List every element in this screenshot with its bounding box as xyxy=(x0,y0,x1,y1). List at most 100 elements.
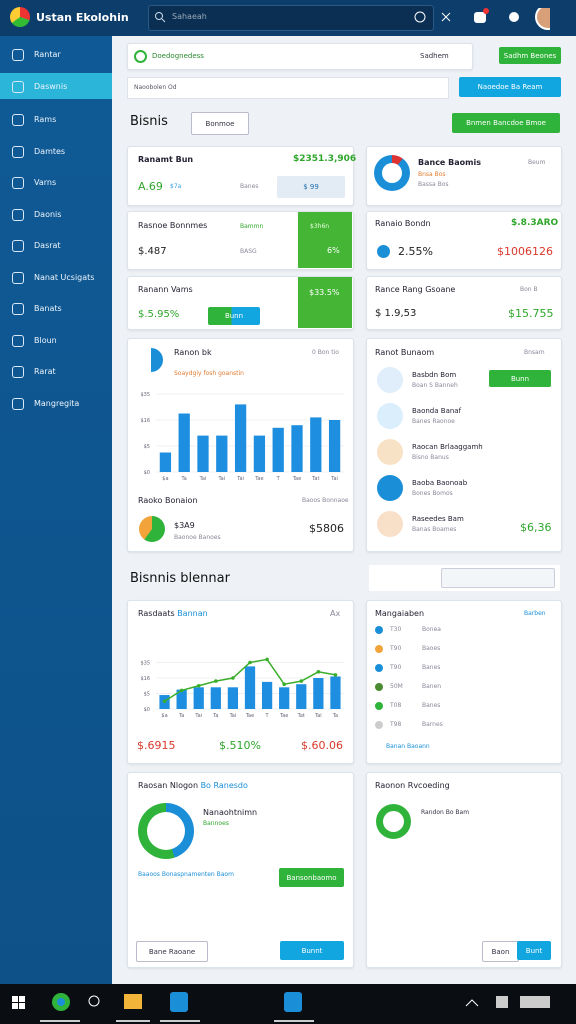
filter-icon xyxy=(134,50,147,63)
nav-icon xyxy=(12,397,24,410)
search-box[interactable] xyxy=(148,5,434,31)
list-sub: Banas Boames xyxy=(412,526,457,533)
x-tick-label: Tai xyxy=(229,713,237,719)
line-point xyxy=(248,660,252,665)
x-tick-label: Tae xyxy=(292,476,301,482)
x-tick-label: Tai xyxy=(194,713,202,719)
list-link[interactable]: Barben xyxy=(524,610,546,617)
list-title: Ranot Bunaom xyxy=(375,348,435,357)
card-button-left[interactable]: Baon xyxy=(482,941,519,962)
row-name: Barnes xyxy=(422,721,443,728)
list-sub: Boan S Banneh xyxy=(412,382,458,389)
nav-item[interactable]: Mangregita xyxy=(34,398,80,408)
card-change: $7a xyxy=(170,183,182,190)
nav-active[interactable] xyxy=(0,72,112,99)
y-tick-label: $0 xyxy=(144,707,150,713)
list-avatar xyxy=(377,367,403,393)
text-input[interactable] xyxy=(127,77,449,99)
x-tick-label: Tai xyxy=(314,713,322,719)
section-action[interactable]: Bnmen Bancdoe Bmoe xyxy=(452,113,560,133)
card-button[interactable]: Bunn xyxy=(208,307,260,325)
list-card xyxy=(366,600,562,764)
nav-item[interactable]: Rantar xyxy=(34,50,61,59)
block-value: $33.5% xyxy=(309,288,340,297)
bar xyxy=(328,420,341,472)
nav-icon xyxy=(12,145,24,158)
nav-icon xyxy=(12,271,24,284)
card-link[interactable]: Baaoos Bonaspnamenten Baom xyxy=(138,871,234,878)
filter-bar[interactable] xyxy=(127,43,473,70)
card-button-left[interactable]: Bane Raoane xyxy=(136,941,208,962)
bar xyxy=(178,413,190,472)
nav-item[interactable]: Banats xyxy=(34,304,62,313)
search-placeholder: Sahaeah xyxy=(172,12,207,21)
nav-item[interactable]: Damtes xyxy=(34,146,66,156)
y-tick-label: $5 xyxy=(144,444,150,450)
card-value: $1006126 xyxy=(497,245,553,258)
row-name: Bonea xyxy=(422,626,441,633)
footer-value: $.60.06 xyxy=(301,739,343,752)
nav-icon xyxy=(12,240,24,252)
list-sub: Bones Bomos xyxy=(412,490,453,497)
y-tick-label: $16 xyxy=(140,676,150,682)
list-name: Raseedes Bam xyxy=(412,515,464,523)
list-more[interactable]: Banan Baoann xyxy=(386,743,430,750)
header-icons[interactable] xyxy=(410,8,550,30)
input-button[interactable]: Naoedoe Ba Ream xyxy=(459,77,561,97)
card-title: Raosan Nlogon Bo Ranesdo xyxy=(138,781,248,790)
nav-item[interactable]: Nanat Ucsigats xyxy=(34,272,95,282)
list-link[interactable]: Bnsam xyxy=(524,349,545,356)
card-button[interactable]: Bansonbaomo xyxy=(279,868,344,887)
nav-icon xyxy=(12,303,24,315)
card xyxy=(366,276,562,330)
list-avatar xyxy=(377,439,403,465)
nav-icon xyxy=(12,177,24,189)
nav-item[interactable]: Rarat xyxy=(34,367,56,376)
row-dot xyxy=(375,702,383,710)
card-title: Raonon Rvcoeding xyxy=(375,781,450,790)
x-tick-label: Tai xyxy=(217,476,225,482)
footer-amount: $5806 xyxy=(309,522,344,535)
nav-item[interactable]: Rams xyxy=(34,115,57,124)
taskbar-icons[interactable] xyxy=(0,984,576,1024)
card-badge[interactable]: $ 99 xyxy=(277,176,345,198)
toolbar-button[interactable]: Sadhm Beones xyxy=(499,47,561,64)
x-tick-label: Tai xyxy=(236,476,244,482)
x-tick-label: T xyxy=(265,713,270,719)
line-point xyxy=(196,683,201,688)
list-avatar xyxy=(377,475,403,501)
nav-item[interactable]: Daonis xyxy=(34,209,62,219)
line-point xyxy=(333,673,338,677)
footer-value: $3A9 xyxy=(174,521,195,530)
list-amount: $6,36 xyxy=(520,521,552,534)
card-label: Bammn xyxy=(240,223,264,230)
row-dot xyxy=(375,664,383,672)
list-name: Raocan Brlaaggamh xyxy=(412,443,483,451)
list-sub: Bisno Banus xyxy=(412,454,449,461)
nav-icon xyxy=(12,114,24,126)
x-tick-label: Tai xyxy=(199,476,207,482)
card-percent: 2.55% xyxy=(398,245,433,258)
y-tick-label: $35 xyxy=(140,661,150,667)
card-title: Rance Rang Gsoane xyxy=(375,285,456,294)
donut xyxy=(138,803,194,859)
nav-item[interactable]: Varns xyxy=(34,178,57,187)
section-title: Bisnnis blennar xyxy=(130,571,230,586)
x-tick-label: Tae xyxy=(279,713,288,719)
line-point xyxy=(282,682,286,686)
card-amount: $2351.3,906 xyxy=(293,154,357,164)
bar xyxy=(296,684,307,709)
nav-item[interactable]: Daswnis xyxy=(34,81,68,91)
row-name: Banes xyxy=(422,664,441,671)
x-tick-label: Tat xyxy=(297,713,305,719)
section-search[interactable] xyxy=(369,565,560,591)
list-name: Baonda Banaf xyxy=(412,407,462,415)
card-button-right[interactable]: Bunt xyxy=(517,941,551,960)
y-tick-label: $16 xyxy=(140,418,150,424)
section-button[interactable]: Bonmoe xyxy=(191,112,249,135)
block-title: $3h6n xyxy=(310,223,330,230)
card-button-right[interactable]: Bunnt xyxy=(280,941,344,960)
nav-item[interactable]: Bloun xyxy=(34,335,57,345)
list-button[interactable]: Bunn xyxy=(489,370,551,387)
nav-item[interactable]: Dasrat xyxy=(34,241,61,250)
